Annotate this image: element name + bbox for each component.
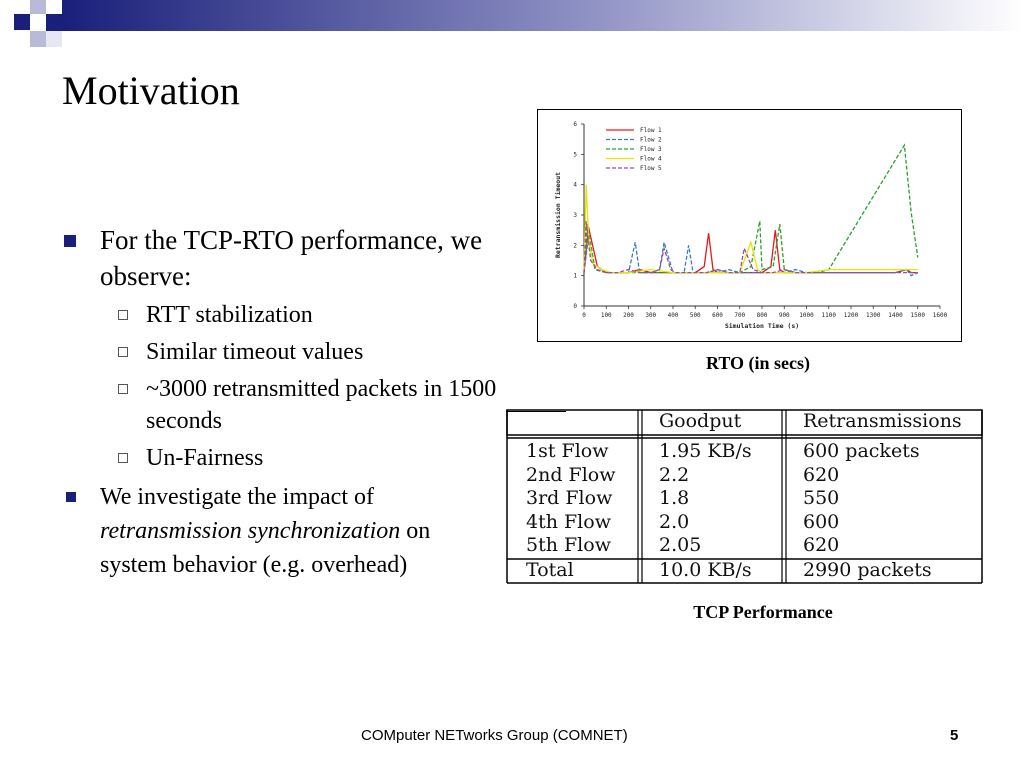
subitem-text: Similar timeout values xyxy=(146,339,364,365)
bullet-list: For the TCP-RTO performance, we observe:… xyxy=(62,222,502,582)
hollow-square-bullet-icon xyxy=(118,310,128,320)
table-caption: TCP Performance xyxy=(693,602,833,622)
x-axis-label: Simulation Time (s) xyxy=(725,322,799,330)
x-tick-label: 600 xyxy=(712,312,723,319)
banner-square-light-1 xyxy=(30,0,46,14)
table-total-cell: 2990 packets xyxy=(803,559,932,581)
table-header-goodput: Goodput xyxy=(659,410,742,432)
banner-square-dark-2 xyxy=(46,14,62,31)
subitem-text: RTT stabilization xyxy=(146,302,313,328)
table-cell: 600 xyxy=(803,510,840,533)
table-cell: 2.0 xyxy=(659,510,690,533)
table-cell: 600 packets xyxy=(803,440,920,462)
table-total-cell: 10.0 KB/s xyxy=(659,559,752,581)
y-tick-label: 6 xyxy=(573,121,577,128)
table-cell: 550 xyxy=(803,487,840,509)
x-tick-label: 0 xyxy=(582,312,586,319)
banner-square-light-2 xyxy=(30,31,46,47)
y-tick-label: 0 xyxy=(573,303,577,310)
subitem-unfairness: Un-Fairness xyxy=(62,442,502,474)
table-cell: 2.2 xyxy=(659,463,690,486)
rto-chart-frame: 0 100 200 300 400 500 600 700 800 900 1000 1100 1200… xyxy=(537,109,962,342)
y-axis-label: Retransmission Timeout xyxy=(554,172,562,258)
subitem-retransmitted: ~3000 retransmitted packets in 1500 seco… xyxy=(62,373,502,437)
hollow-square-bullet-icon xyxy=(118,384,128,394)
x-tick-label: 400 xyxy=(668,312,679,319)
chart-caption: RTO (in secs) xyxy=(705,353,811,373)
square-bullet-icon xyxy=(66,492,76,502)
hollow-square-bullet-icon xyxy=(118,453,128,463)
table-header-retransmissions: Retransmissions xyxy=(803,410,962,432)
banner-gradient xyxy=(62,0,1024,31)
x-tick-label: 100 xyxy=(601,312,612,319)
page-number: 5 xyxy=(950,727,959,744)
bullet-prefix: We investigate the impact of xyxy=(100,484,374,510)
x-tick-label: 500 xyxy=(690,312,701,319)
table-cell: 620 xyxy=(803,463,840,486)
table-cell: 620 xyxy=(803,534,840,556)
banner-square-dark-1 xyxy=(14,14,30,30)
x-tick-label: 800 xyxy=(757,312,768,319)
table-cell: 1.8 xyxy=(659,487,690,509)
y-tick-label: 1 xyxy=(573,273,577,280)
subitem-text: Un-Fairness xyxy=(146,445,264,471)
bullet-text: For the TCP-RTO performance, we observe: xyxy=(100,225,483,291)
table-row-label: 4th Flow xyxy=(526,510,611,533)
y-tick-label: 3 xyxy=(573,212,577,219)
legend-label-flow-1: Flow 1 xyxy=(640,127,662,134)
x-tick-label: 1600 xyxy=(933,312,948,319)
table-total-label: Total xyxy=(526,559,574,581)
series-line-flow-3 xyxy=(583,143,919,274)
legend-label-flow-5: Flow 5 xyxy=(640,165,662,172)
series-line-flow-4 xyxy=(583,184,918,274)
subitem-text: ~3000 retransmitted packets in 1500 seco… xyxy=(146,376,497,434)
x-tick-label: 700 xyxy=(734,312,745,319)
legend-label-flow-2: Flow 2 xyxy=(640,137,662,144)
x-tick-label: 1300 xyxy=(866,312,881,319)
bullet-observe: For the TCP-RTO performance, we observe: xyxy=(62,222,502,294)
performance-table: Goodput Retransmissions 1st Flow 1.95 KB/s 6… xyxy=(506,407,984,585)
y-tick-label: 2 xyxy=(573,242,577,249)
x-tick-label: 1200 xyxy=(844,312,859,319)
x-tick-label: 1000 xyxy=(799,312,814,319)
banner-square-light-3 xyxy=(46,31,62,47)
table-row-label: 2nd Flow xyxy=(526,463,616,486)
slide-title: Motivation xyxy=(62,68,240,113)
hollow-square-bullet-icon xyxy=(118,347,128,357)
x-tick-label: 300 xyxy=(645,312,656,319)
series-line-flow-5 xyxy=(583,221,918,274)
y-tick-label: 5 xyxy=(573,151,577,158)
x-tick-label: 200 xyxy=(623,312,634,319)
subitem-timeout: Similar timeout values xyxy=(62,336,502,368)
table-row-label: 1st Flow xyxy=(526,440,609,462)
x-tick-label: 1400 xyxy=(888,312,903,319)
table-cell: 1.95 KB/s xyxy=(659,440,752,462)
bullet-suffix: on system behavior (e.g. overhead) xyxy=(100,518,431,578)
table-row-label: 3rd Flow xyxy=(526,487,613,509)
x-tick-label: 900 xyxy=(779,312,790,319)
square-bullet-icon xyxy=(64,235,76,247)
x-tick-label: 1500 xyxy=(911,312,926,319)
y-tick-label: 4 xyxy=(573,182,577,189)
x-tick-label: 1100 xyxy=(822,312,837,319)
table-row-label: 5th Flow xyxy=(526,534,611,556)
legend-label-flow-4: Flow 4 xyxy=(640,156,662,163)
table-cell: 2.05 xyxy=(659,534,702,556)
bullet-investigate: We investigate the impact of retransmiss… xyxy=(62,480,502,582)
legend-label-flow-3: Flow 3 xyxy=(640,146,662,153)
rto-chart: 0 100 200 300 400 500 600 700 800 900 1000 1100 1200… xyxy=(554,121,948,330)
bullet-emphasis: retransmission synchronization xyxy=(100,518,401,544)
subitem-rtt: RTT stabilization xyxy=(62,299,502,331)
footer-text: COMputer NETworks Group (COMNET) xyxy=(361,727,628,744)
table-grid xyxy=(506,409,983,584)
header-banner xyxy=(0,0,1024,50)
